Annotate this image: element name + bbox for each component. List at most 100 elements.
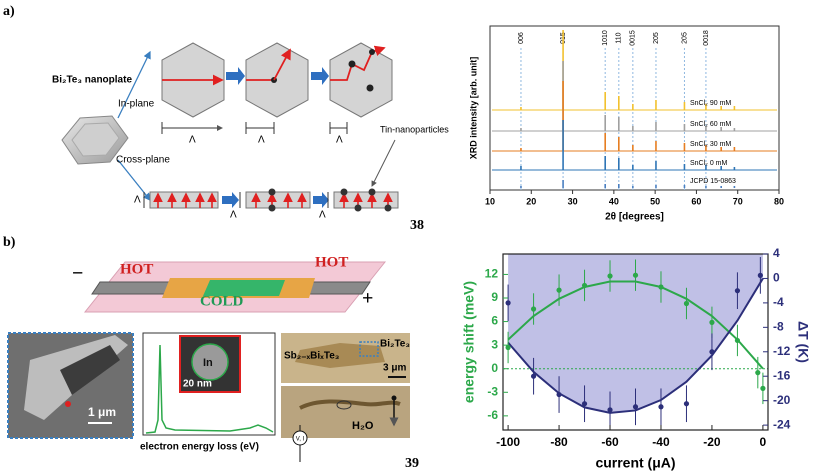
- x-tick-label: -60: [601, 435, 619, 449]
- y2-tick-label: -16: [773, 368, 791, 382]
- panel-label: a): [3, 4, 15, 19]
- x-tick-label: 10: [485, 196, 495, 206]
- x-tick-label: -80: [550, 435, 568, 449]
- y2-tick-label: 0: [773, 271, 780, 285]
- scale-label: 20 nm: [183, 379, 212, 390]
- y-tick-label: 12: [485, 267, 499, 281]
- spacing-label: Λ: [336, 135, 343, 146]
- x-tick-label: 20: [526, 196, 536, 206]
- x-tick-label: 70: [733, 196, 743, 206]
- point: [658, 404, 664, 410]
- label: HOT: [120, 261, 153, 277]
- optical-flake: [295, 343, 385, 368]
- legend-label: SnCl₂ 60 mM: [690, 121, 731, 128]
- y2-tick-label: 4: [773, 246, 780, 260]
- point: [658, 284, 664, 290]
- label: +: [362, 288, 373, 310]
- point: [755, 370, 761, 376]
- arrow: [117, 50, 151, 119]
- scale-label: 3 μm: [383, 363, 406, 374]
- point: [607, 273, 613, 279]
- scale-label: 1 μm: [88, 405, 116, 419]
- x-tick-label: 50: [650, 196, 660, 206]
- x-tick-label: -100: [496, 435, 520, 449]
- point: [734, 337, 741, 344]
- legend-label: SnCl₂ 0 mM: [690, 160, 728, 167]
- cross-plane-bars: [143, 188, 399, 212]
- spacing-label: Λ: [134, 195, 141, 206]
- peak-label: 006: [518, 32, 525, 44]
- point: [760, 385, 766, 391]
- y-tick-label: 0: [491, 361, 498, 375]
- label: Bi₂Te₃: [380, 339, 410, 350]
- spacing-label: Λ: [258, 135, 265, 146]
- y-axis-label: energy shift (meV): [461, 281, 477, 403]
- alloy-flake: [203, 280, 285, 296]
- point: [709, 349, 715, 355]
- panel-label: b): [3, 235, 16, 250]
- y2-tick-label: -12: [773, 344, 791, 358]
- legend-label: JCPD 15-0863: [690, 178, 736, 185]
- point: [632, 404, 639, 410]
- charts: 0060151010110001520520500181020304050607…: [461, 25, 811, 471]
- label: Sb₂₋ₓBiₓTe₃: [284, 351, 340, 362]
- droplet: [336, 400, 352, 410]
- y2-tick-label: -24: [773, 417, 791, 431]
- point: [581, 282, 588, 289]
- label: Cross-plane: [116, 155, 170, 166]
- label: In: [203, 357, 213, 369]
- legend-label: SnCl₂ 30 mM: [690, 141, 731, 148]
- label: V, I: [296, 437, 305, 443]
- spacing-label: Λ: [230, 210, 237, 221]
- label: COLD: [200, 293, 244, 309]
- peak-label: 110: [616, 32, 623, 43]
- label: Bi₂Te₃ nanoplate: [52, 75, 132, 86]
- x-tick-label: 80: [774, 196, 784, 206]
- point: [734, 288, 741, 294]
- point: [530, 306, 537, 312]
- peak-label: 0015: [630, 30, 637, 46]
- marker: [65, 401, 71, 407]
- spacing-label: Λ: [319, 210, 326, 221]
- pointer: [371, 139, 396, 187]
- x-axis-label: current (μA): [595, 455, 675, 471]
- x-tick-label: 30: [568, 196, 578, 206]
- plot-area: [502, 253, 769, 431]
- point: [683, 401, 690, 407]
- label: In-plane: [118, 99, 155, 110]
- y2-axis-label: ΔT (K): [795, 321, 811, 363]
- nanoplate-face: [71, 122, 120, 157]
- y-tick-label: -6: [487, 408, 498, 422]
- arrow: [117, 159, 151, 202]
- peak-label: 0018: [703, 30, 710, 46]
- point: [581, 401, 588, 407]
- y-tick-label: 3: [491, 337, 498, 351]
- optical-image: [281, 386, 410, 438]
- label: Tin-nanoparticles: [380, 124, 449, 134]
- point: [683, 300, 690, 307]
- label: HOT: [315, 254, 348, 270]
- point: [757, 272, 763, 278]
- point: [632, 272, 639, 278]
- legend-label: SnCl₂ 90 mM: [690, 100, 731, 107]
- x-tick-label: 0: [760, 435, 767, 449]
- x-tick-label: 40: [609, 196, 619, 206]
- point: [709, 319, 715, 325]
- particle: [191, 343, 229, 381]
- label: −: [72, 263, 83, 285]
- peak-label: 1010: [602, 30, 609, 46]
- point: [505, 344, 511, 351]
- x-axis-label: 2θ [degrees]: [605, 212, 664, 223]
- sem-flake: [60, 345, 120, 395]
- spacing-label: Λ: [189, 135, 196, 146]
- point: [556, 391, 562, 398]
- peak-label: 205: [653, 32, 660, 44]
- diagram: Bi₂Te₃ nanoplate In-plane Cross-plane Λ …: [52, 42, 449, 221]
- y2-tick-label: -8: [773, 320, 784, 334]
- highlight: [359, 341, 379, 357]
- eels-spectrum: [145, 344, 274, 434]
- y2-tick-label: -4: [773, 295, 784, 309]
- y-tick-label: 9: [491, 290, 498, 304]
- point: [505, 300, 511, 306]
